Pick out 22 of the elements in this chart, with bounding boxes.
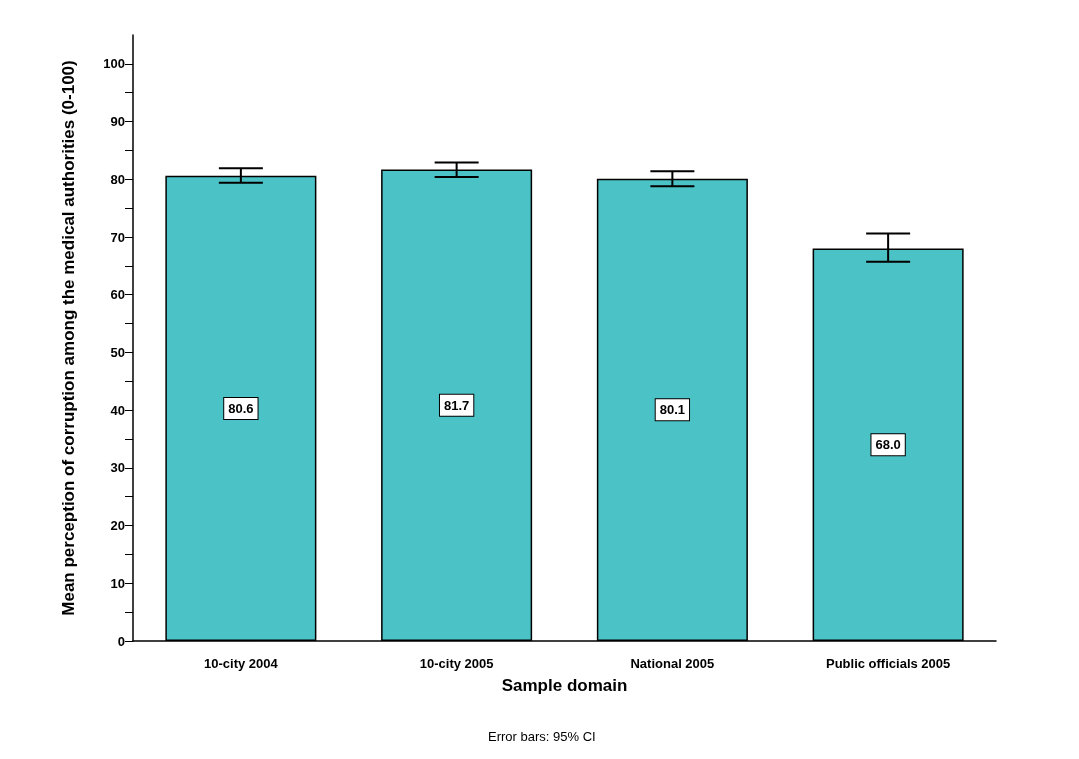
x-tick-label: National 2005: [630, 656, 715, 671]
y-tick-label: 0: [117, 633, 125, 649]
y-tick-label: 80: [110, 171, 125, 187]
x-tick-label: Public officials 2005: [825, 656, 951, 671]
y-tick-label: 100: [103, 56, 125, 72]
x-tick-label: 10-city 2005: [419, 656, 494, 671]
y-axis-title: Mean perception of corruption among the medical authorities (0-100): [59, 60, 78, 616]
x-axis-title: Sample domain: [501, 676, 628, 695]
y-tick-label: 50: [110, 344, 125, 360]
data-label: 80.6: [228, 400, 254, 416]
y-tick-label: 70: [110, 229, 125, 245]
x-tick-label: 10-city 2004: [204, 656, 279, 671]
text: Error bars: 95% CI: [488, 729, 596, 744]
y-tick-label: 10: [110, 575, 125, 591]
y-tick-label: 30: [110, 460, 125, 476]
y-tick-label: 90: [110, 114, 125, 130]
data-label: 68.0: [875, 437, 901, 453]
data-label: 81.7: [443, 397, 470, 413]
data-label: 80.1: [659, 402, 686, 418]
y-tick-label: 60: [110, 287, 125, 303]
y-tick-label: 40: [110, 402, 125, 418]
y-tick-label: 20: [110, 518, 125, 534]
